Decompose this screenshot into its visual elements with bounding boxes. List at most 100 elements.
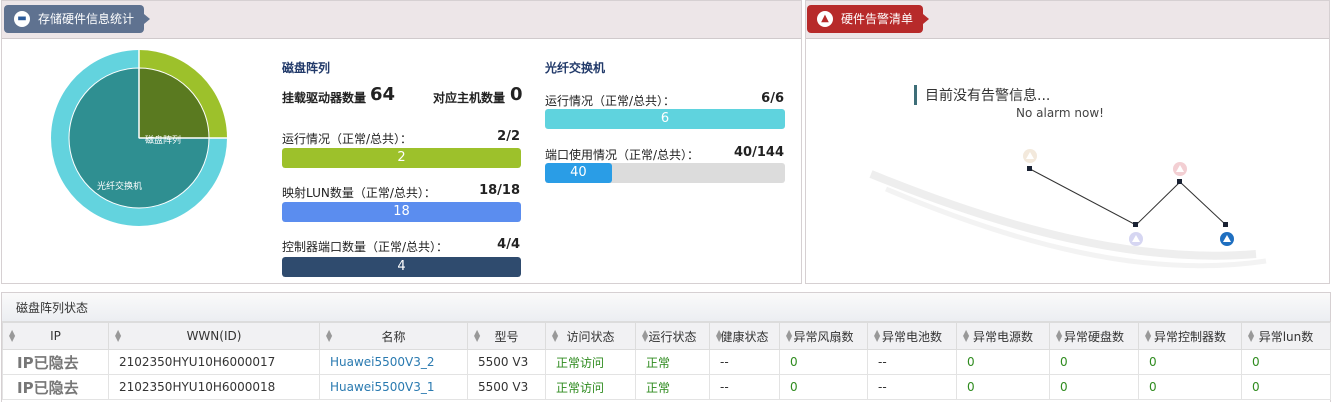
column-header-health-status[interactable]: ▲ ▼ 健康状态 xyxy=(709,322,780,350)
column-header-label: 异常风扇数 xyxy=(793,329,854,344)
cell-model: 5500 V3 xyxy=(467,349,546,375)
column-header-label: 异常电池数 xyxy=(881,329,942,344)
cell-controller-errors: 0 xyxy=(1138,349,1242,375)
ctrl-value: 4/4 xyxy=(497,237,520,252)
cell-lun-errors: 0 xyxy=(1241,374,1331,400)
column-header-label: 异常控制器数 xyxy=(1153,329,1226,344)
cell-wwn: 2102350HYU10H6000017 xyxy=(108,349,320,375)
column-header-model[interactable]: ▲ ▼ 型号 xyxy=(467,322,546,350)
cell-model: 5500 V3 xyxy=(467,374,546,400)
column-header-disk-errors[interactable]: ▲ ▼ 异常硬盘数 xyxy=(1049,322,1139,350)
sort-icon[interactable]: ▲ ▼ xyxy=(963,328,970,343)
column-header-battery-errors[interactable]: ▲ ▼ 异常电池数 xyxy=(867,322,957,350)
disk-running-label: 运行情况（正常/总共）： xyxy=(282,132,413,146)
cell-lun-errors: 0 xyxy=(1241,349,1331,375)
column-header-wwn[interactable]: ▲ ▼ WWN(ID) xyxy=(108,322,320,350)
lun-bar-fill: 18 xyxy=(282,202,521,222)
cell-access-status: 正常访问 xyxy=(545,349,636,375)
cell-power-errors: 0 xyxy=(956,374,1050,400)
column-header-label: 异常lun数 xyxy=(1258,329,1314,344)
column-header-label: WWN(ID) xyxy=(186,329,242,343)
column-header-power-errors[interactable]: ▲ ▼ 异常电源数 xyxy=(956,322,1050,350)
cell-fan-errors: 0 xyxy=(779,374,868,400)
cell-fan-errors: 0 xyxy=(779,349,868,375)
cell-name[interactable]: Huawei5500V3_2 xyxy=(319,349,468,375)
panel-tag: ▬ 存储硬件信息统计 xyxy=(4,5,151,33)
sort-icon[interactable]: ▲ ▼ xyxy=(9,328,16,343)
pie-label-disk: 磁盘阵列 xyxy=(145,134,181,146)
port-label: 端口使用情况（正常/总共）： xyxy=(545,148,700,162)
drives-label: 挂载驱动器数量 xyxy=(282,91,367,105)
cell-run-status: 正常 xyxy=(635,374,710,400)
panel-header: ▬ 存储硬件信息统计 xyxy=(2,1,801,39)
column-header-controller-errors[interactable]: ▲ ▼ 异常控制器数 xyxy=(1138,322,1242,350)
sort-icon[interactable]: ▲ ▼ xyxy=(1248,328,1255,343)
column-header-access-status[interactable]: ▲ ▼ 访问状态 xyxy=(545,322,636,350)
pie-inner-disk xyxy=(138,67,210,139)
cell-wwn: 2102350HYU10H6000018 xyxy=(108,374,320,400)
fc-running-bar: 6 xyxy=(545,109,785,129)
column-header-label: 型号 xyxy=(494,329,519,344)
cell-health-status: -- xyxy=(709,349,780,375)
column-header-lun-errors[interactable]: ▲ ▼ 异常lun数 xyxy=(1241,322,1331,350)
cell-ip: IP已隐去 xyxy=(2,374,109,400)
drives-value: 64 xyxy=(370,84,396,105)
sort-icon[interactable]: ▲ ▼ xyxy=(642,328,649,343)
fc-switch-title: 光纤交换机 xyxy=(545,61,606,75)
no-alarm-message: 目前没有告警信息... xyxy=(914,85,1050,105)
column-header-fan-errors[interactable]: ▲ ▼ 异常风扇数 xyxy=(779,322,868,350)
table-row[interactable]: IP已隐去 2102350HYU10H6000018 Huawei5500V3_1 5… xyxy=(2,374,1331,400)
disk-running-bar: 2 xyxy=(282,148,521,168)
lun-label: 映射LUN数量（正常/总共）： xyxy=(282,186,436,200)
lun-bar: 18 xyxy=(282,202,521,222)
fc-running-bar-fill: 6 xyxy=(545,109,785,129)
column-header-ip[interactable]: ▲ ▼ IP xyxy=(2,322,109,350)
storage-icon: ▬ xyxy=(14,11,30,27)
column-header-label: 访问状态 xyxy=(566,329,615,344)
disk-array-title: 磁盘阵列 xyxy=(282,61,331,75)
cell-access-status: 正常访问 xyxy=(545,374,636,400)
port-bar: 40 xyxy=(545,163,785,183)
table-row[interactable]: IP已隐去 2102350HYU10H6000017 Huawei5500V3_2 5… xyxy=(2,349,1331,375)
sort-icon[interactable]: ▲ ▼ xyxy=(786,328,793,343)
panel-header: ▲ 硬件告警清单 xyxy=(806,1,1329,39)
alarm-illustration xyxy=(869,149,1267,269)
column-header-run-status[interactable]: ▲ ▼ 运行状态 xyxy=(635,322,710,350)
cell-ip: IP已隐去 xyxy=(2,349,109,375)
fc-running-value: 6/6 xyxy=(761,91,784,106)
sort-icon[interactable]: ▲ ▼ xyxy=(552,328,559,343)
alarm-icon: ▲ xyxy=(817,11,833,27)
hosts-value: 0 xyxy=(510,84,523,105)
port-value: 40/144 xyxy=(734,145,784,160)
column-header-label: 名称 xyxy=(381,329,406,344)
ctrl-bar: 4 xyxy=(282,257,521,277)
sort-icon[interactable]: ▲ ▼ xyxy=(1145,328,1152,343)
column-header-label: 健康状态 xyxy=(720,329,769,344)
panel-title: 硬件告警清单 xyxy=(841,12,914,26)
ctrl-label: 控制器端口数量（正常/总共）： xyxy=(282,240,449,254)
cell-controller-errors: 0 xyxy=(1138,374,1242,400)
cell-health-status: -- xyxy=(709,374,780,400)
sort-icon[interactable]: ▲ ▼ xyxy=(474,328,481,343)
sort-icon[interactable]: ▲ ▼ xyxy=(716,328,723,343)
ctrl-bar-fill: 4 xyxy=(282,257,521,277)
cell-battery-errors: -- xyxy=(867,374,957,400)
lun-value: 18/18 xyxy=(479,183,520,198)
sort-icon[interactable]: ▲ ▼ xyxy=(115,328,122,343)
storage-panel: ▬ 存储硬件信息统计 磁盘阵列 光纤交换机 磁盘阵列 挂载驱动器数量 64 对应… xyxy=(1,0,802,284)
sort-icon[interactable]: ▲ ▼ xyxy=(326,328,333,343)
cell-name[interactable]: Huawei5500V3_1 xyxy=(319,374,468,400)
panel-title: 存储硬件信息统计 xyxy=(38,12,135,26)
column-header-name[interactable]: ▲ ▼ 名称 xyxy=(319,322,468,350)
disk-running-bar-fill: 2 xyxy=(282,148,521,168)
cell-disk-errors: 0 xyxy=(1049,349,1139,375)
pie-label-switch: 光纤交换机 xyxy=(97,180,142,192)
sort-icon[interactable]: ▲ ▼ xyxy=(1056,328,1063,343)
column-header-label: 异常电源数 xyxy=(972,329,1033,344)
column-header-label: 运行状态 xyxy=(648,329,697,344)
hardware-pie-chart: 磁盘阵列 光纤交换机 xyxy=(51,50,227,226)
column-header-label: 异常硬盘数 xyxy=(1063,329,1124,344)
disk-array-status-table: ▲ ▼ IP ▲ ▼ WWN(ID) ▲ ▼ 名称 ▲ ▼ 型号 ▲ ▼ 访问状态 ▲ ▼ 运行状态 ▲ ▼ 健康状态 ▲… xyxy=(2,322,1331,400)
sort-icon[interactable]: ▲ ▼ xyxy=(874,328,881,343)
panel-tag: ▲ 硬件告警清单 xyxy=(807,5,930,33)
